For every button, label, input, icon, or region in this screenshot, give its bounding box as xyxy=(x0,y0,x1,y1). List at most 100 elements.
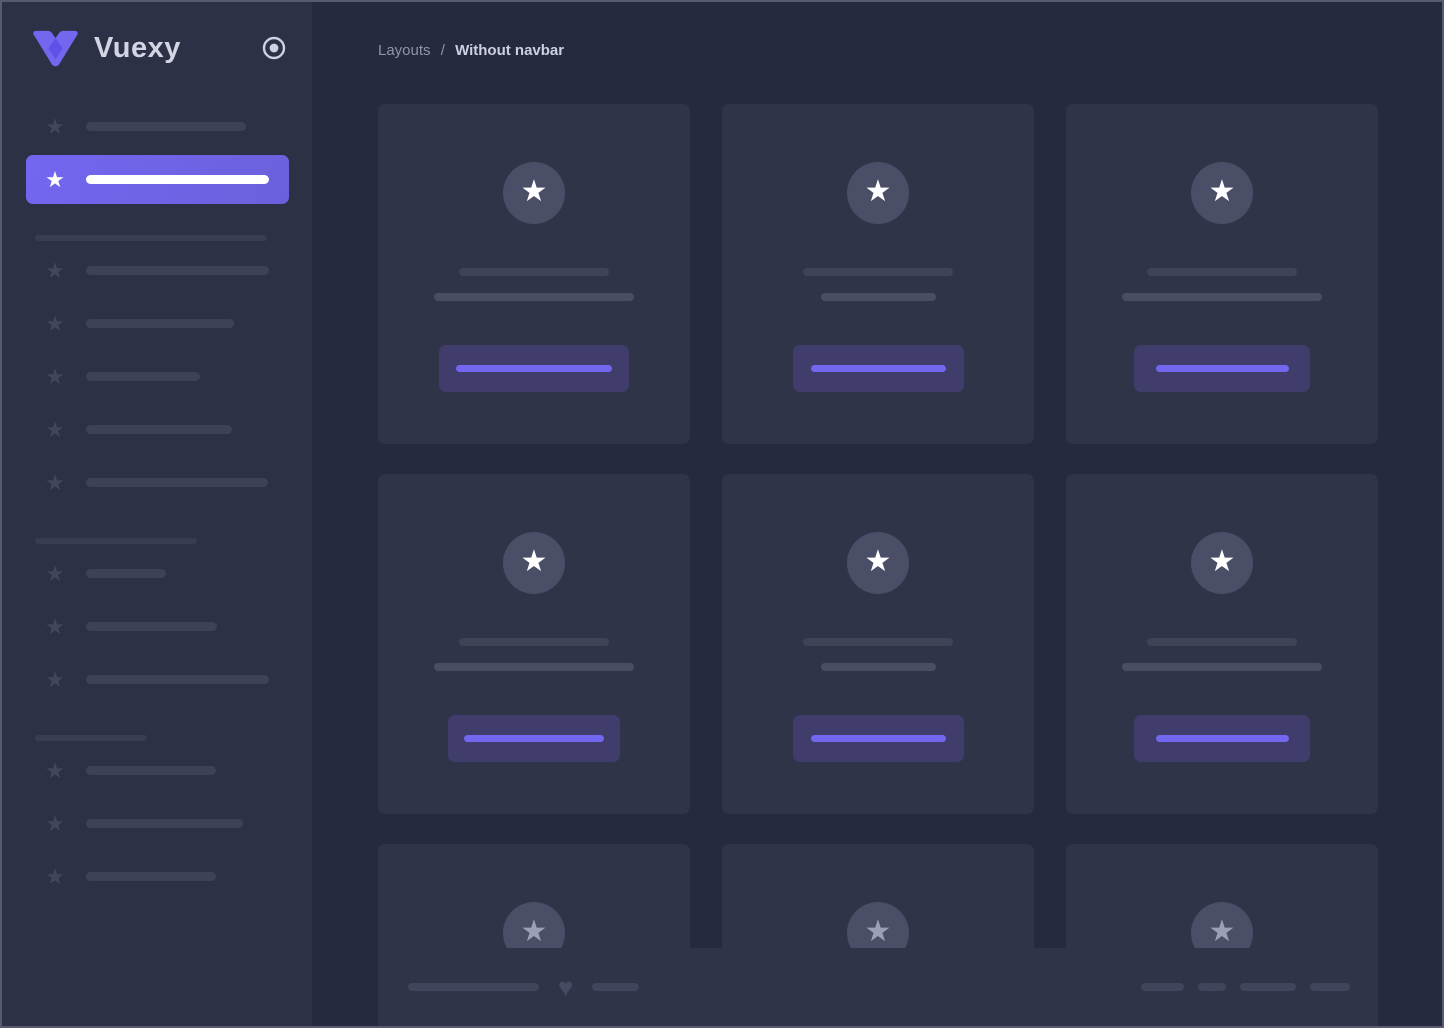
card-button-label-skeleton xyxy=(1155,735,1289,742)
card-subtitle-skeleton xyxy=(820,663,936,671)
star-icon: ★ xyxy=(45,257,65,283)
breadcrumb-separator: / xyxy=(440,42,445,59)
breadcrumb-section[interactable]: Layouts xyxy=(378,42,431,59)
card-title-skeleton xyxy=(1147,268,1297,276)
avatar-circle: ★ xyxy=(503,162,565,224)
card-button-skeleton[interactable] xyxy=(792,345,964,392)
vuexy-logo-icon[interactable] xyxy=(32,30,79,67)
star-icon: ★ xyxy=(45,757,65,783)
sidebar-section-header-skeleton xyxy=(35,235,267,241)
sidebar-item[interactable]: ★ xyxy=(26,405,289,454)
star-icon: ★ xyxy=(45,416,65,442)
star-icon: ★ xyxy=(45,469,65,495)
avatar-circle: ★ xyxy=(1191,532,1253,594)
card-title-skeleton xyxy=(459,638,609,646)
avatar-circle: ★ xyxy=(1191,162,1253,224)
breadcrumb-current: Without navbar xyxy=(455,42,565,59)
avatar-circle: ★ xyxy=(847,532,909,594)
star-icon: ★ xyxy=(45,113,65,139)
card-subtitle-skeleton xyxy=(1122,293,1322,301)
sidebar-item[interactable]: ★ xyxy=(26,746,289,795)
card-button-label-skeleton xyxy=(810,365,946,372)
card-button-skeleton[interactable] xyxy=(792,715,964,762)
card-subtitle-skeleton xyxy=(820,293,936,301)
cards-grid: ★ ★ ★ ★ ★ ★ ★ ★ ★ xyxy=(378,104,1378,1026)
sidebar-item-label-skeleton xyxy=(86,478,268,487)
demo-card: ★ xyxy=(1066,474,1378,814)
brand-title: Vuexy xyxy=(94,31,181,64)
sidebar-item[interactable]: ★ xyxy=(26,352,289,401)
card-button-skeleton[interactable] xyxy=(439,345,629,392)
footer-link-skeleton[interactable] xyxy=(1141,983,1184,991)
star-icon: ★ xyxy=(864,544,892,578)
sidebar-item[interactable]: ★ xyxy=(26,549,289,598)
star-icon: ★ xyxy=(1208,174,1236,208)
star-icon: ★ xyxy=(45,666,65,692)
footer-link-skeleton[interactable] xyxy=(1198,983,1226,991)
sidebar-nav: ★ ★ ★ ★ ★ ★ ★ ★ ★ ★ ★ ★ ★ xyxy=(2,94,312,1026)
card-button-label-skeleton xyxy=(810,735,946,742)
sidebar-header: Vuexy xyxy=(2,2,312,94)
card-title-skeleton xyxy=(1147,638,1297,646)
star-icon: ★ xyxy=(1208,914,1236,948)
sidebar-item-active[interactable]: ★ xyxy=(26,155,289,204)
card-button-label-skeleton xyxy=(456,365,612,372)
footer-text-skeleton xyxy=(408,983,539,991)
star-icon: ★ xyxy=(45,613,65,639)
star-icon: ★ xyxy=(45,166,65,192)
star-icon: ★ xyxy=(520,174,548,208)
demo-card: ★ xyxy=(378,474,690,814)
card-subtitle-skeleton xyxy=(1122,663,1322,671)
card-title-skeleton xyxy=(803,638,953,646)
sidebar-section-header-skeleton xyxy=(35,735,147,741)
demo-card: ★ xyxy=(722,474,1034,814)
star-icon: ★ xyxy=(1208,544,1236,578)
footer-text-skeleton xyxy=(592,983,640,991)
heart-icon: ♥ xyxy=(558,972,574,1002)
sidebar: Vuexy ★ ★ ★ ★ ★ ★ ★ ★ ★ ★ ★ ★ ★ xyxy=(2,2,312,1026)
sidebar-item-label-skeleton xyxy=(86,622,217,631)
sidebar-item[interactable]: ★ xyxy=(26,102,289,151)
sidebar-item[interactable]: ★ xyxy=(26,799,289,848)
avatar-circle: ★ xyxy=(847,162,909,224)
card-button-label-skeleton xyxy=(1155,365,1289,372)
sidebar-item-label-skeleton xyxy=(86,569,166,578)
sidebar-item-label-skeleton xyxy=(86,819,243,828)
star-icon: ★ xyxy=(520,914,548,948)
sidebar-item[interactable]: ★ xyxy=(26,458,289,507)
sidebar-pin-toggle-icon[interactable] xyxy=(262,36,286,60)
star-icon: ★ xyxy=(45,863,65,889)
star-icon: ★ xyxy=(864,174,892,208)
star-icon: ★ xyxy=(864,914,892,948)
footer-link-skeleton[interactable] xyxy=(1310,983,1350,991)
sidebar-item-label-skeleton xyxy=(86,372,200,381)
sidebar-item[interactable]: ★ xyxy=(26,852,289,901)
sidebar-item-label-skeleton xyxy=(86,175,269,184)
footer-link-skeleton[interactable] xyxy=(1240,983,1296,991)
demo-card: ★ xyxy=(378,104,690,444)
sidebar-item[interactable]: ★ xyxy=(26,246,289,295)
sidebar-item[interactable]: ★ xyxy=(26,299,289,348)
card-title-skeleton xyxy=(459,268,609,276)
footer: ♥ xyxy=(378,948,1374,1026)
star-icon: ★ xyxy=(45,560,65,586)
sidebar-item-label-skeleton xyxy=(86,122,246,131)
card-button-skeleton[interactable] xyxy=(1134,715,1310,762)
card-button-skeleton[interactable] xyxy=(448,715,620,762)
sidebar-item-label-skeleton xyxy=(86,872,216,881)
card-title-skeleton xyxy=(803,268,953,276)
card-button-skeleton[interactable] xyxy=(1134,345,1310,392)
sidebar-item[interactable]: ★ xyxy=(26,602,289,651)
star-icon: ★ xyxy=(520,544,548,578)
sidebar-item[interactable]: ★ xyxy=(26,655,289,704)
sidebar-item-label-skeleton xyxy=(86,319,234,328)
star-icon: ★ xyxy=(45,310,65,336)
card-subtitle-skeleton xyxy=(434,293,634,301)
main-content: Layouts / Without navbar ★ ★ ★ ★ ★ ★ ★ ★ ★ ♥ xyxy=(312,2,1442,1026)
sidebar-item-label-skeleton xyxy=(86,425,232,434)
sidebar-section-header-skeleton xyxy=(35,538,197,544)
sidebar-item-label-skeleton xyxy=(86,675,269,684)
avatar-circle: ★ xyxy=(503,532,565,594)
sidebar-item-label-skeleton xyxy=(86,266,269,275)
